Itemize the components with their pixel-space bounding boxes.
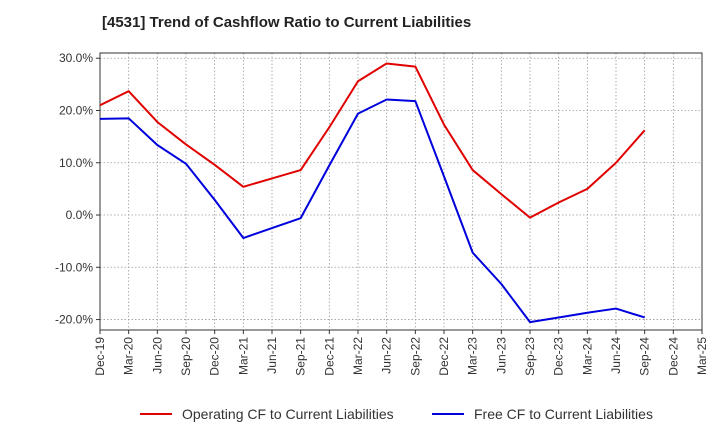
plot-border	[99, 52, 703, 331]
y-tick-label: 30.0%	[59, 51, 93, 65]
x-tick-label: Mar-25	[695, 337, 709, 375]
x-tick-label: Mar-20	[122, 337, 136, 375]
chart-title: [4531] Trend of Cashflow Ratio to Curren…	[102, 14, 472, 31]
x-tick-label: Mar-21	[236, 337, 250, 375]
x-tick-label: Mar-22	[351, 337, 365, 375]
x-tick-label: Mar-23	[466, 337, 480, 375]
series-line-free-cf	[99, 98, 645, 324]
y-tick-label: -10.0%	[55, 260, 93, 274]
legend-operating-cf-label: Operating CF to Current Liabilities	[182, 406, 394, 422]
x-tick-label: Sep-20	[179, 337, 193, 376]
x-tick-label: Sep-23	[523, 337, 537, 376]
x-tick-label: Sep-24	[638, 337, 652, 376]
y-tick-label: 10.0%	[59, 156, 93, 170]
x-tick-label: Jun-23	[494, 337, 508, 374]
x-tick-label: Jun-20	[150, 337, 164, 374]
x-tick-label: Jun-21	[265, 337, 279, 374]
x-tick-label: Dec-24	[666, 337, 680, 376]
x-tick-label: Dec-22	[437, 337, 451, 376]
x-tick-label: Mar-24	[580, 337, 594, 375]
x-tick-label: Dec-19	[93, 337, 107, 376]
y-tick-label: 0.0%	[66, 208, 94, 222]
x-tick-label: Dec-23	[552, 337, 566, 376]
plot-area	[100, 53, 702, 330]
series-line-operating-cf	[99, 62, 646, 219]
x-tick-label: Sep-21	[294, 337, 308, 376]
x-tick-label: Jun-22	[380, 337, 394, 374]
x-tick-label: Dec-21	[322, 337, 336, 376]
x-tick-label: Sep-22	[408, 337, 422, 376]
y-tick-label: 20.0%	[59, 103, 93, 117]
legend-free-cf-label: Free CF to Current Liabilities	[474, 406, 653, 422]
y-tick-label: -20.0%	[55, 313, 93, 327]
x-tick-label: Jun-24	[609, 337, 623, 374]
x-tick-label: Dec-20	[208, 337, 222, 376]
